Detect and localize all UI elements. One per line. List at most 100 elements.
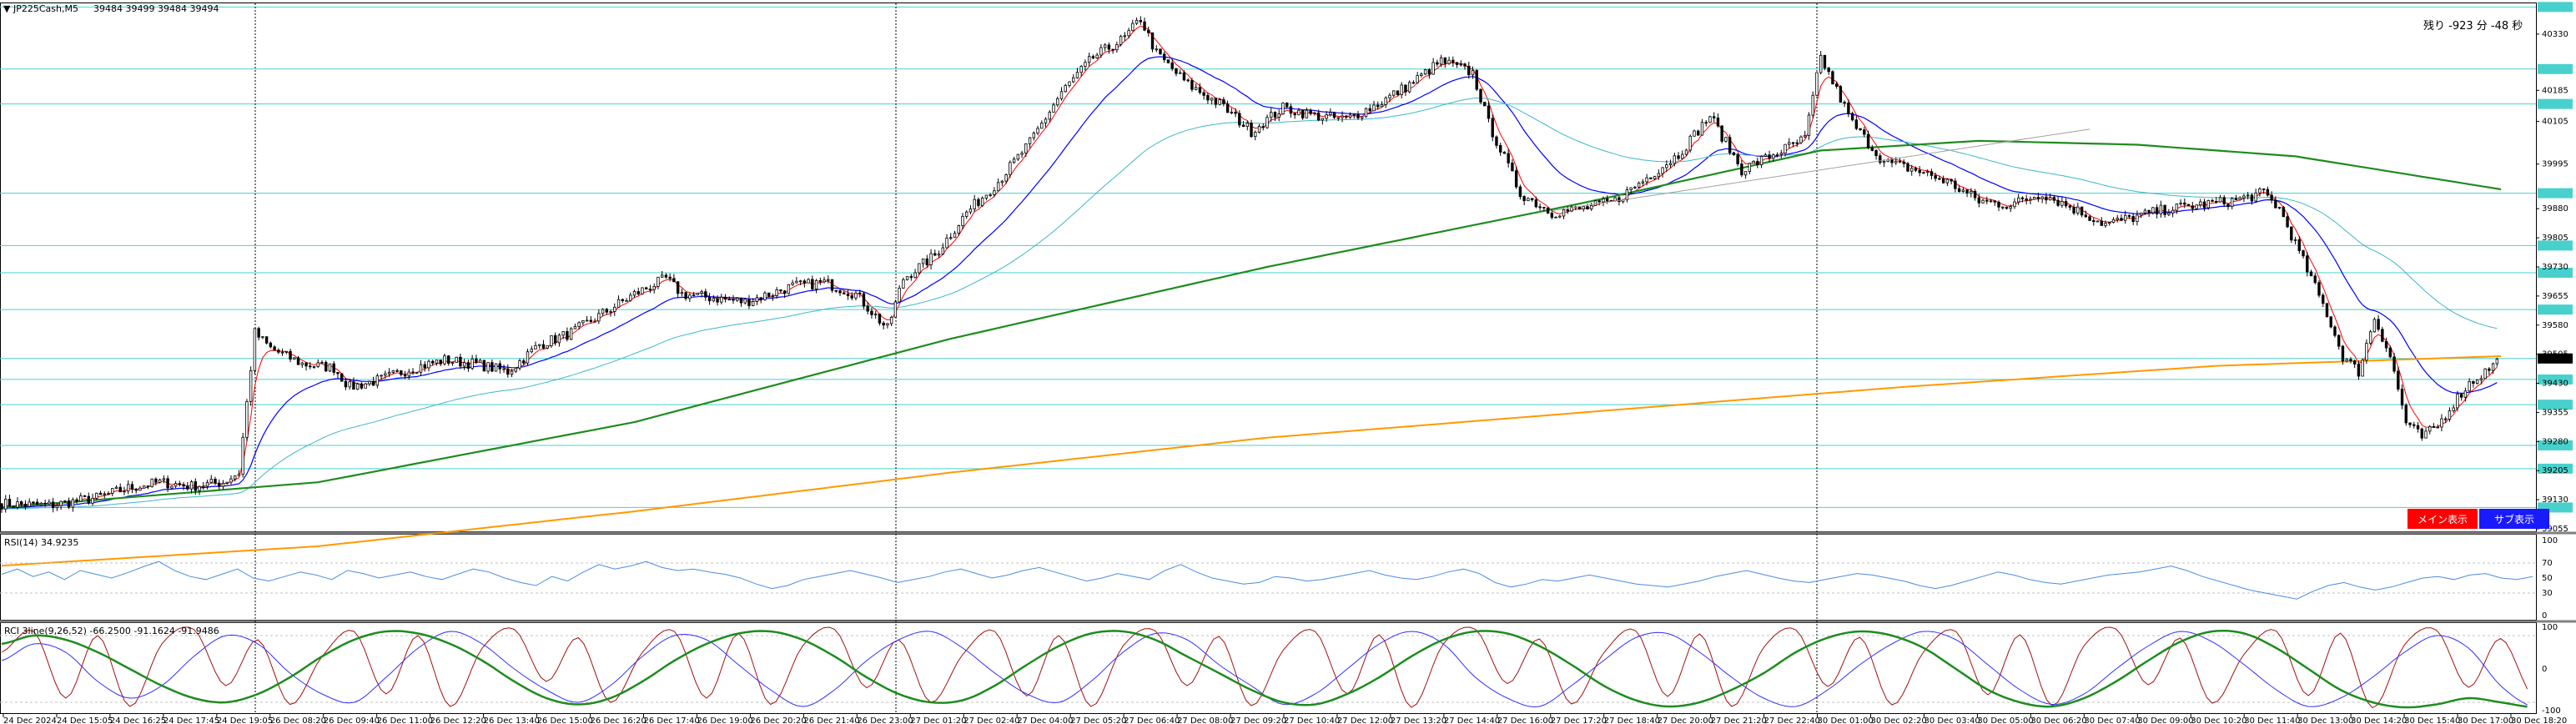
candle-body (1898, 160, 1902, 163)
candle-body (2238, 197, 2241, 200)
candle-body (1163, 53, 1166, 61)
candle-body (1384, 97, 1387, 105)
price-tick-label: 39805 (2542, 234, 2568, 243)
candle-body (221, 483, 225, 487)
candle-body (1562, 209, 1566, 217)
candle-body (1111, 48, 1114, 51)
candle-body (1491, 118, 1494, 138)
candle-body (1234, 112, 1237, 114)
candle-body (1245, 123, 1250, 127)
candle-body (2475, 380, 2479, 385)
candle-body (364, 383, 367, 389)
candle-body (63, 500, 67, 502)
candle-body (1297, 109, 1301, 116)
candle-body (700, 291, 703, 294)
candle-body (993, 190, 996, 195)
time-tick-label: 26 Dec 21:40 (803, 716, 859, 724)
candle-body (2254, 192, 2257, 202)
sub-display-button[interactable]: サブ表示 (2479, 509, 2549, 529)
candle-body (889, 316, 893, 324)
candle-body (1788, 142, 1791, 145)
candle-body (28, 501, 31, 507)
candle-body (1436, 62, 1439, 65)
candle-body (1270, 112, 1273, 118)
time-tick-label: 27 Dec 12:00 (1337, 716, 1393, 724)
ohlc-label: 39484 39499 39484 39494 (93, 3, 219, 14)
candle-body (214, 478, 217, 484)
candle-body (1135, 19, 1139, 24)
candle-body (304, 362, 308, 367)
candle-body (1325, 114, 1328, 119)
chart-menu-arrow-icon[interactable]: ▼ (3, 3, 11, 14)
candle-body (566, 331, 569, 340)
candle-body (269, 342, 273, 348)
candle-body (902, 279, 905, 289)
price-tick-label: 39580 (2542, 321, 2568, 330)
candle-body (1056, 98, 1059, 106)
candle-body (1804, 134, 1807, 138)
candle-body (1095, 54, 1099, 59)
candle-body (48, 501, 51, 505)
candle-body (142, 485, 146, 489)
candle-body (1250, 123, 1253, 138)
candle-body (984, 194, 989, 199)
candle-body (1527, 198, 1530, 202)
candle-body (1839, 86, 1843, 103)
candle-body (202, 485, 205, 488)
candle-body (1225, 103, 1230, 113)
candle-body (1973, 190, 1977, 199)
candle-body (1542, 207, 1546, 209)
level-tag (2538, 240, 2573, 251)
candle-body (1929, 171, 1934, 176)
candle-body (2155, 207, 2159, 214)
candle-body (2381, 329, 2384, 342)
time-tick-label: 24 Dec 2024 (3, 716, 57, 724)
candle-body (446, 355, 450, 365)
candle-body (178, 483, 182, 485)
candle-body (166, 478, 169, 489)
candle-body (1593, 200, 1597, 206)
candle-body (2116, 218, 2119, 220)
main-display-button[interactable]: メイン表示 (2407, 509, 2478, 529)
candle-body (834, 289, 838, 292)
candle-body (2309, 271, 2313, 277)
candle-body (12, 505, 15, 508)
candle-body (8, 499, 12, 507)
candle-body (1763, 154, 1768, 157)
candle-body (791, 282, 794, 285)
candle-body (1882, 160, 1886, 163)
price-axis: 40330 40185 40105 39995 39880 39805 39730 39655… (2536, 30, 2568, 534)
candle-body (534, 344, 537, 349)
candle-body (652, 285, 656, 290)
price-tick-label: 39730 (2542, 263, 2568, 272)
trend-line[interactable] (1552, 128, 2090, 212)
candle-body (126, 484, 130, 492)
candle-body (1827, 68, 1830, 73)
time-tick-label: 26 Dec 09:40 (324, 716, 380, 724)
rsi-indicator: 100 70 50 30 0 (0, 536, 2558, 621)
candle-body (368, 380, 371, 385)
candle-body (1677, 155, 1680, 159)
candle-body (1815, 72, 1819, 96)
candle-body (494, 363, 498, 372)
current-price-tag (2538, 353, 2573, 364)
time-tick-label: 27 Dec 13:20 (1391, 716, 1446, 724)
time-tick-label: 30 Dec 06:20 (2030, 716, 2086, 724)
candle-body (1396, 90, 1400, 95)
rsi-tick-label: 50 (2542, 574, 2553, 583)
price-tick-label: 39505 (2542, 350, 2568, 359)
candle-body (95, 492, 98, 499)
candle-body (1906, 163, 1909, 172)
candle-body (2377, 319, 2380, 330)
candle-body (688, 294, 692, 299)
candle-body (1127, 30, 1130, 37)
candle-body (723, 296, 727, 300)
candle-body (1159, 48, 1162, 55)
candle-body (787, 284, 791, 294)
candle-body (1618, 197, 1621, 203)
candle-body (375, 375, 380, 386)
candle-body (1439, 57, 1443, 65)
candle-body (1352, 113, 1356, 116)
candle-body (609, 311, 612, 313)
candle-body (1831, 71, 1834, 85)
